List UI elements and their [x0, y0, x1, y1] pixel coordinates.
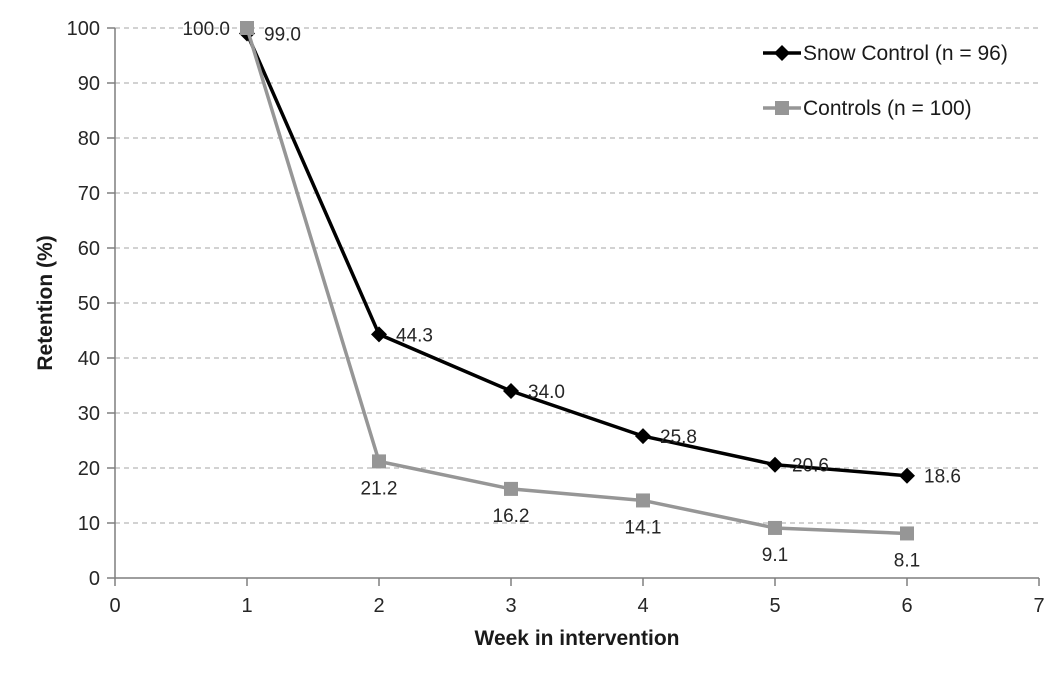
legend-marker-square-icon [775, 101, 789, 115]
y-tick-label: 70 [78, 183, 100, 205]
x-tick-label: 0 [109, 595, 120, 617]
data-label: 20.6 [792, 456, 829, 477]
legend-item-controls: Controls (n = 100) [763, 97, 972, 120]
data-point-square [504, 481, 518, 496]
data-point-square [372, 454, 386, 469]
data-label: 99.0 [264, 25, 301, 46]
data-point-square [240, 21, 254, 35]
series-line-1 [245, 27, 908, 536]
x-tick-label: 7 [1033, 595, 1044, 617]
x-tick-label: 3 [505, 595, 516, 617]
data-point-diamond [503, 383, 519, 399]
data-label: 25.8 [660, 427, 697, 448]
legend: Snow Control (n = 96) Controls (n = 100) [763, 42, 1008, 120]
data-label: 34.0 [528, 382, 565, 403]
y-tick-label: 20 [78, 458, 100, 480]
y-tick-label: 100 [67, 18, 100, 40]
data-point-square [636, 493, 650, 508]
legend-label-controls: Controls (n = 100) [803, 97, 972, 120]
axes [107, 27, 1040, 586]
x-tick-label: 1 [241, 595, 252, 617]
gridlines [115, 27, 1039, 524]
y-tick-label: 90 [78, 73, 100, 95]
data-label: 21.2 [361, 478, 398, 499]
data-label: 100.0 [182, 19, 230, 40]
data-label: 14.1 [625, 517, 662, 538]
data-label: 16.2 [493, 506, 530, 527]
x-tick-label: 4 [637, 595, 648, 617]
legend-item-snow-control: Snow Control (n = 96) [763, 42, 1008, 65]
data-label: 44.3 [396, 325, 433, 346]
y-tick-label: 40 [78, 348, 100, 370]
data-point-diamond [371, 326, 387, 343]
y-axis-title: Retention (%) [34, 235, 57, 370]
y-tick-label: 10 [78, 513, 100, 535]
y-tick-label: 80 [78, 128, 100, 150]
series-group [239, 21, 915, 541]
data-label: 18.6 [924, 467, 961, 488]
data-point-diamond [767, 456, 783, 473]
legend-marker-diamond-icon [774, 45, 790, 61]
x-tick-label: 6 [901, 595, 912, 617]
data-point-diamond [635, 428, 651, 445]
x-tick-label: 2 [373, 595, 384, 617]
y-tick-label: 0 [89, 568, 100, 590]
axis-tick-labels: 0 10 20 30 40 50 60 70 80 90 100 0 1 2 3 4 5 6 7 [67, 18, 1045, 617]
x-tick-label: 5 [769, 595, 780, 617]
data-point-square [900, 526, 914, 541]
x-axis-title: Week in intervention [475, 627, 680, 650]
data-label: 8.1 [894, 550, 920, 571]
data-label: 9.1 [762, 545, 788, 566]
data-labels: 99.0 44.3 34.0 25.8 20.6 18.6 100.0 21.2 16.2 14.… [182, 19, 961, 571]
data-point-diamond [899, 467, 915, 484]
y-tick-label: 50 [78, 293, 100, 315]
legend-label-snow-control: Snow Control (n = 96) [803, 42, 1008, 65]
y-tick-label: 30 [78, 403, 100, 425]
data-point-square [768, 520, 782, 535]
series-line-0 [245, 32, 908, 478]
y-tick-label: 60 [78, 238, 100, 260]
